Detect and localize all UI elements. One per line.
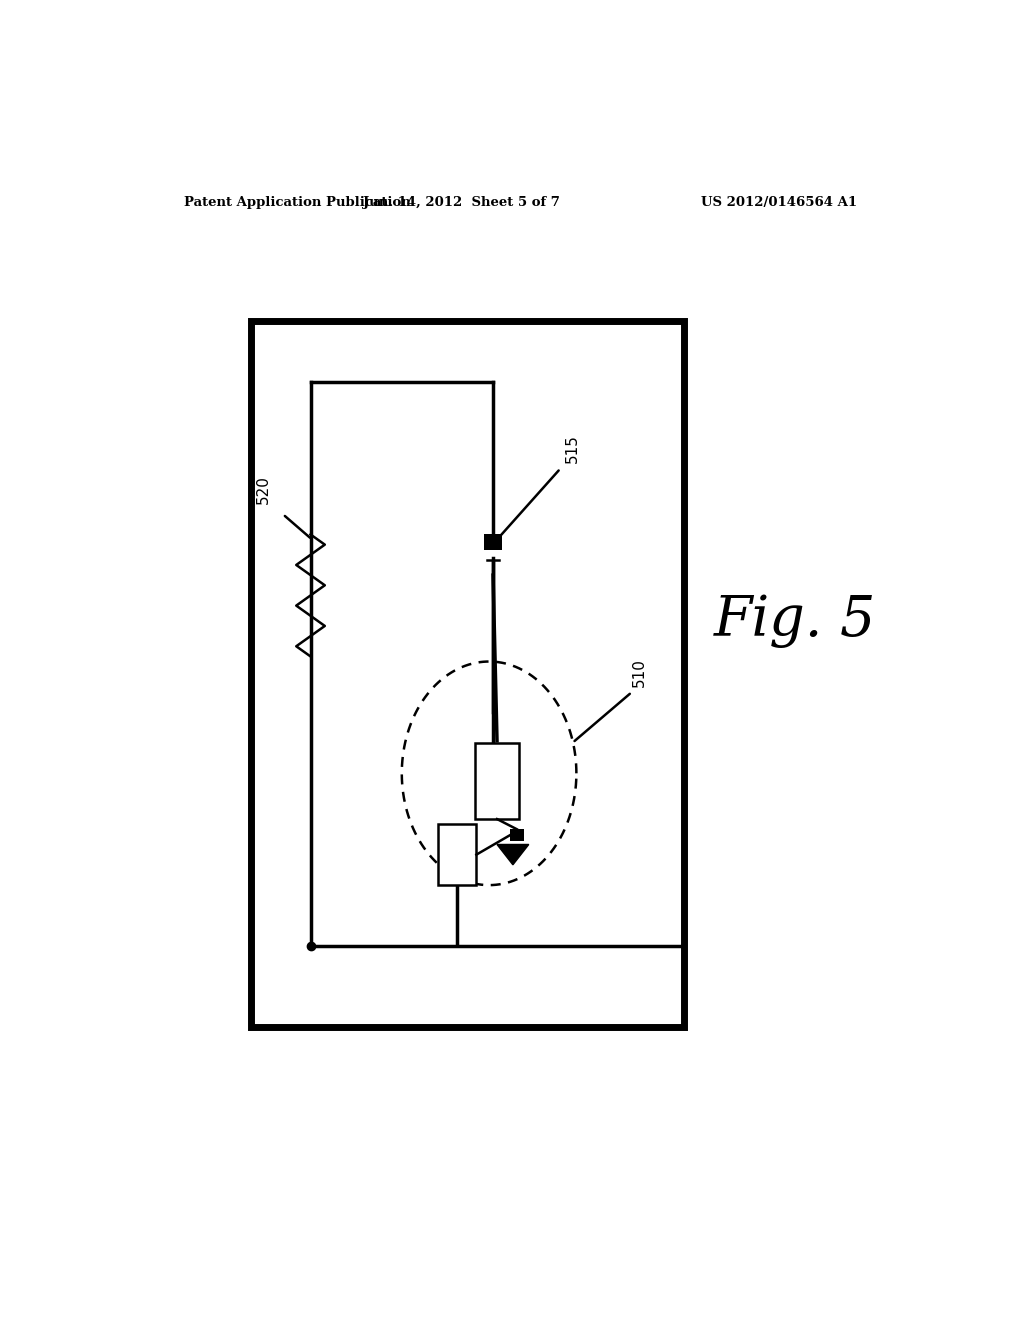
Text: US 2012/0146564 A1: US 2012/0146564 A1 <box>700 195 857 209</box>
Polygon shape <box>497 845 528 865</box>
Bar <box>510 829 524 841</box>
Bar <box>251 321 684 1027</box>
Text: Jun. 14, 2012  Sheet 5 of 7: Jun. 14, 2012 Sheet 5 of 7 <box>362 195 560 209</box>
Text: 520: 520 <box>255 475 270 504</box>
Text: Fig. 5: Fig. 5 <box>714 594 876 648</box>
Bar <box>484 535 502 549</box>
Text: 515: 515 <box>565 434 580 463</box>
Text: 510: 510 <box>633 659 647 686</box>
Bar <box>438 824 476 886</box>
Bar <box>475 743 519 818</box>
Text: Patent Application Publication: Patent Application Publication <box>183 195 411 209</box>
